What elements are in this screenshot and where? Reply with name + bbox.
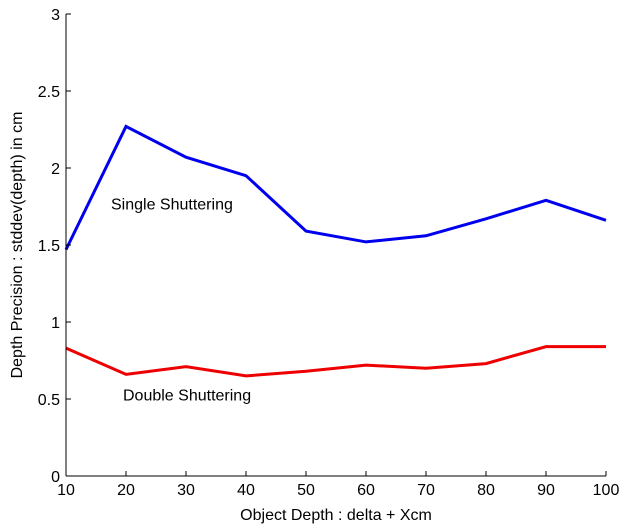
x-tick-label: 20 [117,482,135,499]
y-tick-label: 3 [51,7,60,24]
x-tick-label: 60 [357,482,375,499]
x-tick-label: 80 [477,482,495,499]
x-tick-label: 50 [297,482,315,499]
x-tick-label: 70 [417,482,435,499]
x-axis-title: Object Depth : delta + Xcm [240,507,432,524]
y-tick-label: 1.5 [38,238,60,255]
annotation-label: Double Shuttering [123,388,251,405]
y-tick-label: 1 [51,315,60,332]
y-tick-label: 2 [51,161,60,178]
y-tick-label: 0.5 [38,392,60,409]
y-tick-label: 2.5 [38,84,60,101]
x-tick-label: 90 [537,482,555,499]
y-tick-label: 0 [51,469,60,486]
x-tick-label: 30 [177,482,195,499]
annotation-label: Single Shuttering [111,197,233,214]
x-tick-label: 100 [593,482,620,499]
y-axis-title: Depth Precision : stddev(depth) in cm [9,112,26,379]
x-tick-label: 40 [237,482,255,499]
